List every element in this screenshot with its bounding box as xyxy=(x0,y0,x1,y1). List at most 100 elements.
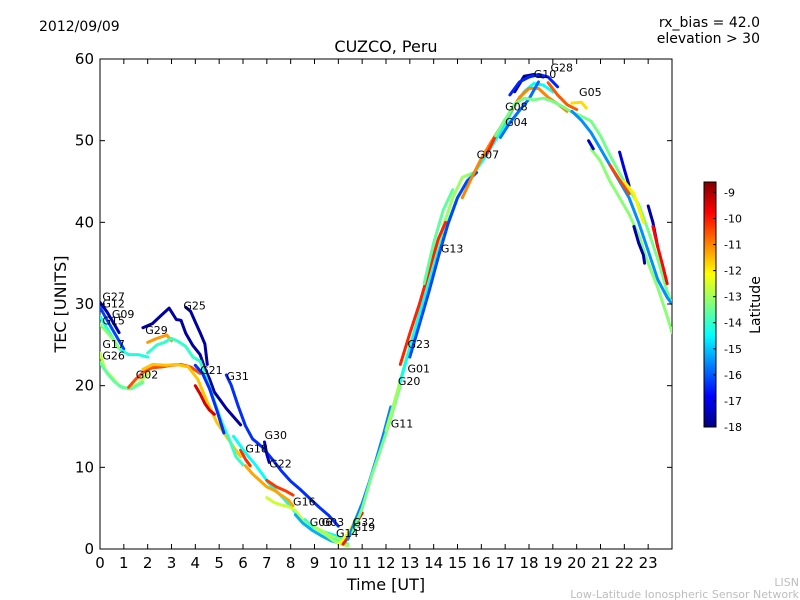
satellite-label-g18: G18 xyxy=(245,443,268,456)
colorbar-tick-label: -12 xyxy=(724,265,742,278)
x-tick-label: 6 xyxy=(238,554,248,572)
chart-title: CUZCO, Peru xyxy=(334,37,437,56)
colorbar-title: Latitude xyxy=(748,276,764,334)
satellite-label-g03: G03 xyxy=(322,516,345,529)
x-tick-label: 14 xyxy=(424,554,443,572)
satellite-label-g01: G01 xyxy=(407,363,430,376)
x-tick-label: 17 xyxy=(496,554,515,572)
y-tick-label: 60 xyxy=(75,50,94,68)
series-line-g22 xyxy=(243,464,295,508)
colorbar-ticks: -9 -10 -11 -12 -13 -14 -15 -16 -17 -18 xyxy=(713,186,742,434)
x-tick-label: 12 xyxy=(376,554,395,572)
satellite-label-g28: G28 xyxy=(550,61,573,74)
colorbar-tick-label: -13 xyxy=(724,291,742,304)
satellite-label-g05: G05 xyxy=(579,86,602,99)
series-line-g26c xyxy=(622,180,645,224)
series-line-g08 xyxy=(494,96,672,306)
colorbar-tick-label: -15 xyxy=(724,343,742,356)
satellite-label-g02: G02 xyxy=(136,368,159,381)
series-line-g05c xyxy=(589,147,672,335)
colorbar-tick-label: -17 xyxy=(724,395,742,408)
series-line-g24b xyxy=(587,139,595,151)
series-line-g20a xyxy=(146,336,245,467)
x-tick-label: 10 xyxy=(329,554,348,572)
series-layer xyxy=(100,73,672,548)
satellite-label-g13: G13 xyxy=(441,243,464,256)
series-line-g21b xyxy=(193,363,226,435)
colorbar-tick-label: -9 xyxy=(724,186,735,199)
y-tick-label: 10 xyxy=(75,458,94,476)
series-line-g25 xyxy=(141,306,243,427)
x-tick-label: 1 xyxy=(119,554,129,572)
colorbar-tick-label: -11 xyxy=(724,239,742,252)
colorbar-tick-label: -16 xyxy=(724,369,742,382)
satellite-label-g12: G12 xyxy=(102,297,125,310)
satellite-label-g04: G04 xyxy=(505,116,528,129)
x-tick-label: 5 xyxy=(214,554,224,572)
satellite-label-g23: G23 xyxy=(407,338,430,351)
y-tick-label: 40 xyxy=(75,213,94,231)
series-line-g26b xyxy=(608,163,631,196)
satellite-label-g19: G19 xyxy=(353,521,376,534)
series-line-g05 xyxy=(570,100,588,110)
series-line-g04 xyxy=(498,80,540,139)
y-tick-label: 20 xyxy=(75,377,94,395)
satellite-label-g14: G14 xyxy=(336,527,359,540)
satellite-label-g06: G06 xyxy=(310,516,333,529)
colorbar-tick-label: -10 xyxy=(724,212,742,225)
x-tick-label: 0 xyxy=(95,554,105,572)
satellite-label-g21: G21 xyxy=(200,364,223,377)
plot-area xyxy=(99,58,673,550)
x-tick-label: 19 xyxy=(543,554,562,572)
satellite-label-g27: G27 xyxy=(102,291,125,304)
x-tick-label: 16 xyxy=(472,554,491,572)
series-line-g10b xyxy=(508,73,560,97)
series-line-g12c xyxy=(651,224,669,286)
series-line-g31 xyxy=(224,373,340,528)
x-tick-label: 11 xyxy=(353,554,372,572)
series-line-g05b xyxy=(570,109,672,306)
satellite-label-g16: G16 xyxy=(293,496,316,509)
colorbar xyxy=(703,181,717,428)
satellite-label-g10: G10 xyxy=(534,68,557,81)
elevation-label: elevation > 30 xyxy=(657,31,760,47)
series-line-g12 xyxy=(100,305,126,351)
y-tick-label: 50 xyxy=(75,132,94,150)
series-line-g28 xyxy=(546,81,579,112)
satellite-label-g11: G11 xyxy=(391,417,414,430)
satellite-label-g08: G08 xyxy=(505,100,528,113)
series-line-g22b xyxy=(265,478,295,497)
satellite-label-g26: G26 xyxy=(102,350,125,363)
series-line-g15 xyxy=(100,322,121,351)
satellite-label-g15: G15 xyxy=(102,314,125,327)
x-tick-label: 20 xyxy=(567,554,586,572)
x-tick-label: 9 xyxy=(310,554,320,572)
series-line-g21 xyxy=(193,384,216,416)
x-tick-label: 21 xyxy=(591,554,610,572)
y-axis-title: TEC [UNITS] xyxy=(51,256,70,354)
series-line-g25b xyxy=(184,305,209,366)
series-line-g13b xyxy=(422,188,455,286)
series-line-g09 xyxy=(100,314,150,359)
x-tick-label: 3 xyxy=(167,554,177,572)
satellite-label-g31: G31 xyxy=(226,370,249,383)
x-tick-label: 18 xyxy=(519,554,538,572)
y-tick-label: 30 xyxy=(75,295,94,313)
x-tick-label: 8 xyxy=(286,554,296,572)
series-line-g23 xyxy=(398,220,448,366)
rx-bias-label: rx_bias = 42.0 xyxy=(659,15,760,31)
satellite-label-g25: G25 xyxy=(183,300,206,313)
series-line-g18 xyxy=(239,448,252,468)
x-tick-label: 2 xyxy=(143,554,153,572)
series-line-g29 xyxy=(146,333,173,344)
x-tick-label: 13 xyxy=(400,554,419,572)
series-line-g26 xyxy=(100,361,145,391)
series-line-g14 xyxy=(313,526,350,548)
x-tick-label: 7 xyxy=(262,554,272,572)
series-line-g24 xyxy=(618,150,631,188)
satellite-label-g07: G07 xyxy=(477,149,500,162)
series-line-g24c xyxy=(632,224,647,265)
axis-ticks: 0 1 2 3 4 5 6 7 8 9 10 11 12 13 14 15 16 17 18 19 20 21 22 2301… xyxy=(75,50,672,572)
credit-lisn: LISN xyxy=(774,576,799,589)
